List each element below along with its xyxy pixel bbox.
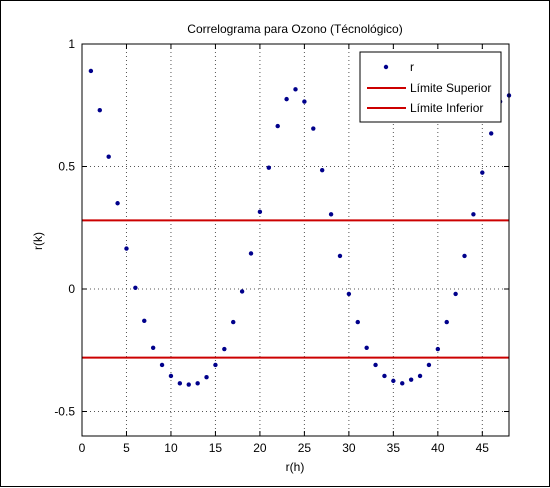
data-point [124, 246, 129, 251]
data-point [248, 251, 254, 256]
data-point [311, 126, 316, 131]
chart-title: Correlograma para Ozono (Técnológico) [187, 22, 402, 36]
data-point [426, 362, 432, 368]
data-point [480, 170, 485, 175]
data-point [275, 123, 280, 129]
data-point [444, 319, 449, 325]
data-point [337, 253, 343, 259]
x-tick-label: 15 [209, 441, 223, 455]
x-tick-label: 40 [431, 441, 445, 455]
plot-frame [81, 43, 510, 437]
grid-lines [82, 44, 509, 436]
data-point [319, 167, 325, 173]
legend: r Límite Superior Límite Inferior [359, 51, 502, 123]
data-point [302, 99, 307, 104]
data-point [115, 201, 120, 206]
x-tick-label: 45 [476, 441, 490, 455]
data-point [391, 378, 396, 384]
y-tick-label: -0.5 [54, 405, 75, 419]
data-point [355, 319, 360, 325]
data-point [88, 68, 94, 74]
x-tick-label: 20 [253, 441, 267, 455]
data-point [133, 285, 138, 290]
x-tick-label: 0 [79, 441, 86, 455]
legend-label-r: r [410, 60, 414, 74]
data-points [88, 68, 512, 387]
data-point [417, 373, 423, 379]
data-point [213, 362, 218, 368]
data-point [373, 362, 378, 368]
x-tick-label: 35 [387, 441, 401, 455]
y-tick-label: 0.5 [58, 160, 75, 174]
data-point [239, 289, 245, 294]
x-tick-label: 10 [164, 441, 178, 455]
data-point [186, 382, 191, 387]
y-axis-label: r(k) [31, 232, 45, 250]
y-tick-label: 0 [68, 282, 75, 296]
x-axis-label: r(h) [286, 460, 305, 474]
data-point [257, 209, 263, 215]
y-tick-label: 1 [68, 37, 75, 51]
data-point [106, 154, 111, 159]
legend-box [359, 51, 502, 123]
data-point [97, 107, 102, 113]
data-point [177, 381, 183, 386]
data-point [400, 381, 405, 386]
data-point [408, 377, 414, 382]
data-point [328, 212, 334, 217]
legend-marker-r [383, 64, 389, 70]
legend-label-upper: Límite Superior [410, 81, 491, 95]
data-point [159, 362, 165, 368]
data-point [168, 373, 174, 379]
data-point [266, 165, 272, 170]
data-point [284, 96, 289, 102]
data-point [435, 346, 441, 352]
data-point [195, 381, 200, 386]
legend-label-lower: Límite Inferior [410, 101, 483, 115]
data-point [150, 345, 156, 350]
data-point [364, 345, 369, 350]
data-point [142, 318, 147, 324]
data-point [231, 319, 236, 325]
x-tick-label: 25 [298, 441, 312, 455]
x-tick-label: 5 [123, 441, 130, 455]
data-point [346, 291, 352, 297]
data-point [222, 346, 227, 352]
data-point [382, 373, 387, 379]
data-point [204, 375, 209, 380]
data-point [453, 291, 458, 297]
data-point [293, 87, 298, 92]
x-tick-label: 30 [342, 441, 356, 455]
data-point [489, 131, 494, 136]
limit-lines [82, 219, 509, 359]
axis-ticks: 0 5 10 15 20 25 30 35 40 45 -0.5 0 0.5 1 [54, 37, 509, 455]
data-point [462, 253, 467, 259]
data-point [471, 212, 476, 217]
